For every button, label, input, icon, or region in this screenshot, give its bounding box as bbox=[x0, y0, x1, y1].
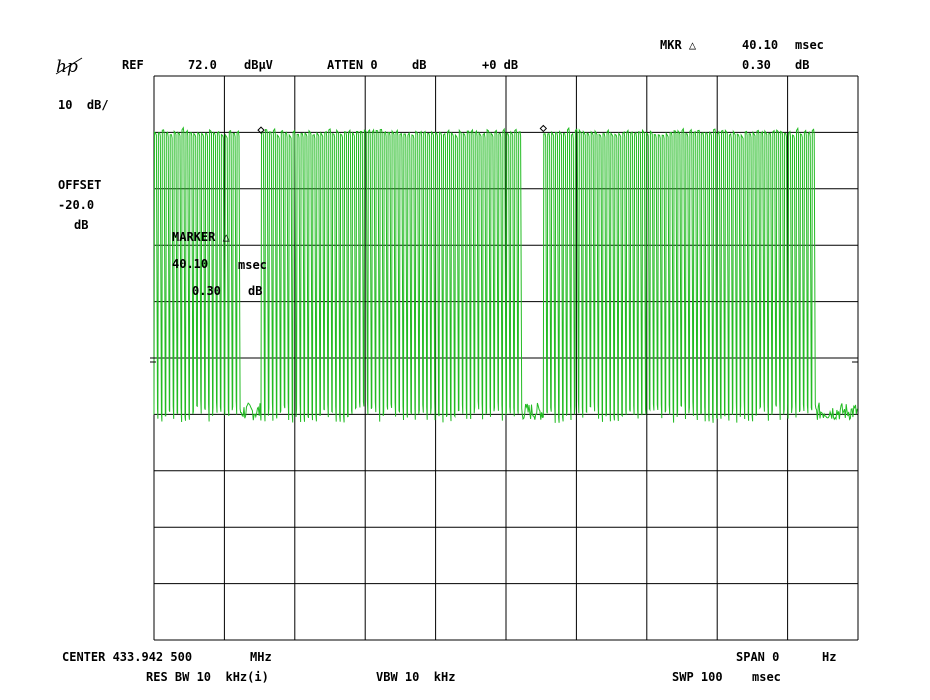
marker-annotation-level: 0.30 bbox=[192, 284, 221, 298]
graticule-tick-marks bbox=[150, 357, 858, 363]
scale-per-division: 10 dB/ bbox=[58, 98, 109, 112]
marker-diamond-1 bbox=[257, 126, 265, 134]
ref-offset: +0 dB bbox=[482, 58, 519, 72]
mkr-level-unit: dB bbox=[795, 58, 810, 72]
center-frequency: CENTER 433.942 500 bbox=[62, 650, 193, 664]
span-label: SPAN 0 bbox=[736, 650, 780, 664]
mkr-time-unit: msec bbox=[795, 38, 824, 52]
mkr-time: 40.10 bbox=[742, 38, 779, 52]
trace-area bbox=[153, 126, 858, 423]
marker-annotation-level-unit: dB bbox=[248, 284, 263, 298]
hp-logo-icon: hp bbox=[55, 57, 83, 77]
ref-unit: dBµV bbox=[244, 58, 273, 72]
marker-layer bbox=[257, 124, 548, 134]
resolution-bandwidth: RES BW 10 kHz(i) bbox=[146, 670, 269, 684]
marker-diamond-2 bbox=[539, 124, 548, 133]
marker-annotation-time: 40.10 bbox=[172, 257, 209, 271]
video-bandwidth: VBW 10 kHz bbox=[376, 670, 456, 684]
offset-label: OFFSET bbox=[58, 178, 102, 192]
mkr-level: 0.30 bbox=[742, 58, 771, 72]
span-unit: Hz bbox=[822, 650, 837, 664]
mkr-label: MKR △ bbox=[660, 38, 697, 52]
sweep-time-unit: msec bbox=[752, 670, 781, 684]
sweep-time: SWP 100 bbox=[672, 670, 723, 684]
ref-label: REF bbox=[122, 58, 144, 72]
marker-annotation-time-unit: msec bbox=[238, 258, 267, 272]
ref-value: 72.0 bbox=[188, 58, 217, 72]
atten-label: ATTEN 0 bbox=[327, 58, 378, 72]
atten-unit: dB bbox=[412, 58, 427, 72]
center-frequency-unit: MHz bbox=[250, 650, 272, 664]
offset-unit: dB bbox=[74, 218, 89, 232]
offset-value: -20.0 bbox=[58, 198, 95, 212]
marker-annotation-label: MARKER △ bbox=[172, 230, 230, 244]
trace-line bbox=[153, 126, 858, 423]
